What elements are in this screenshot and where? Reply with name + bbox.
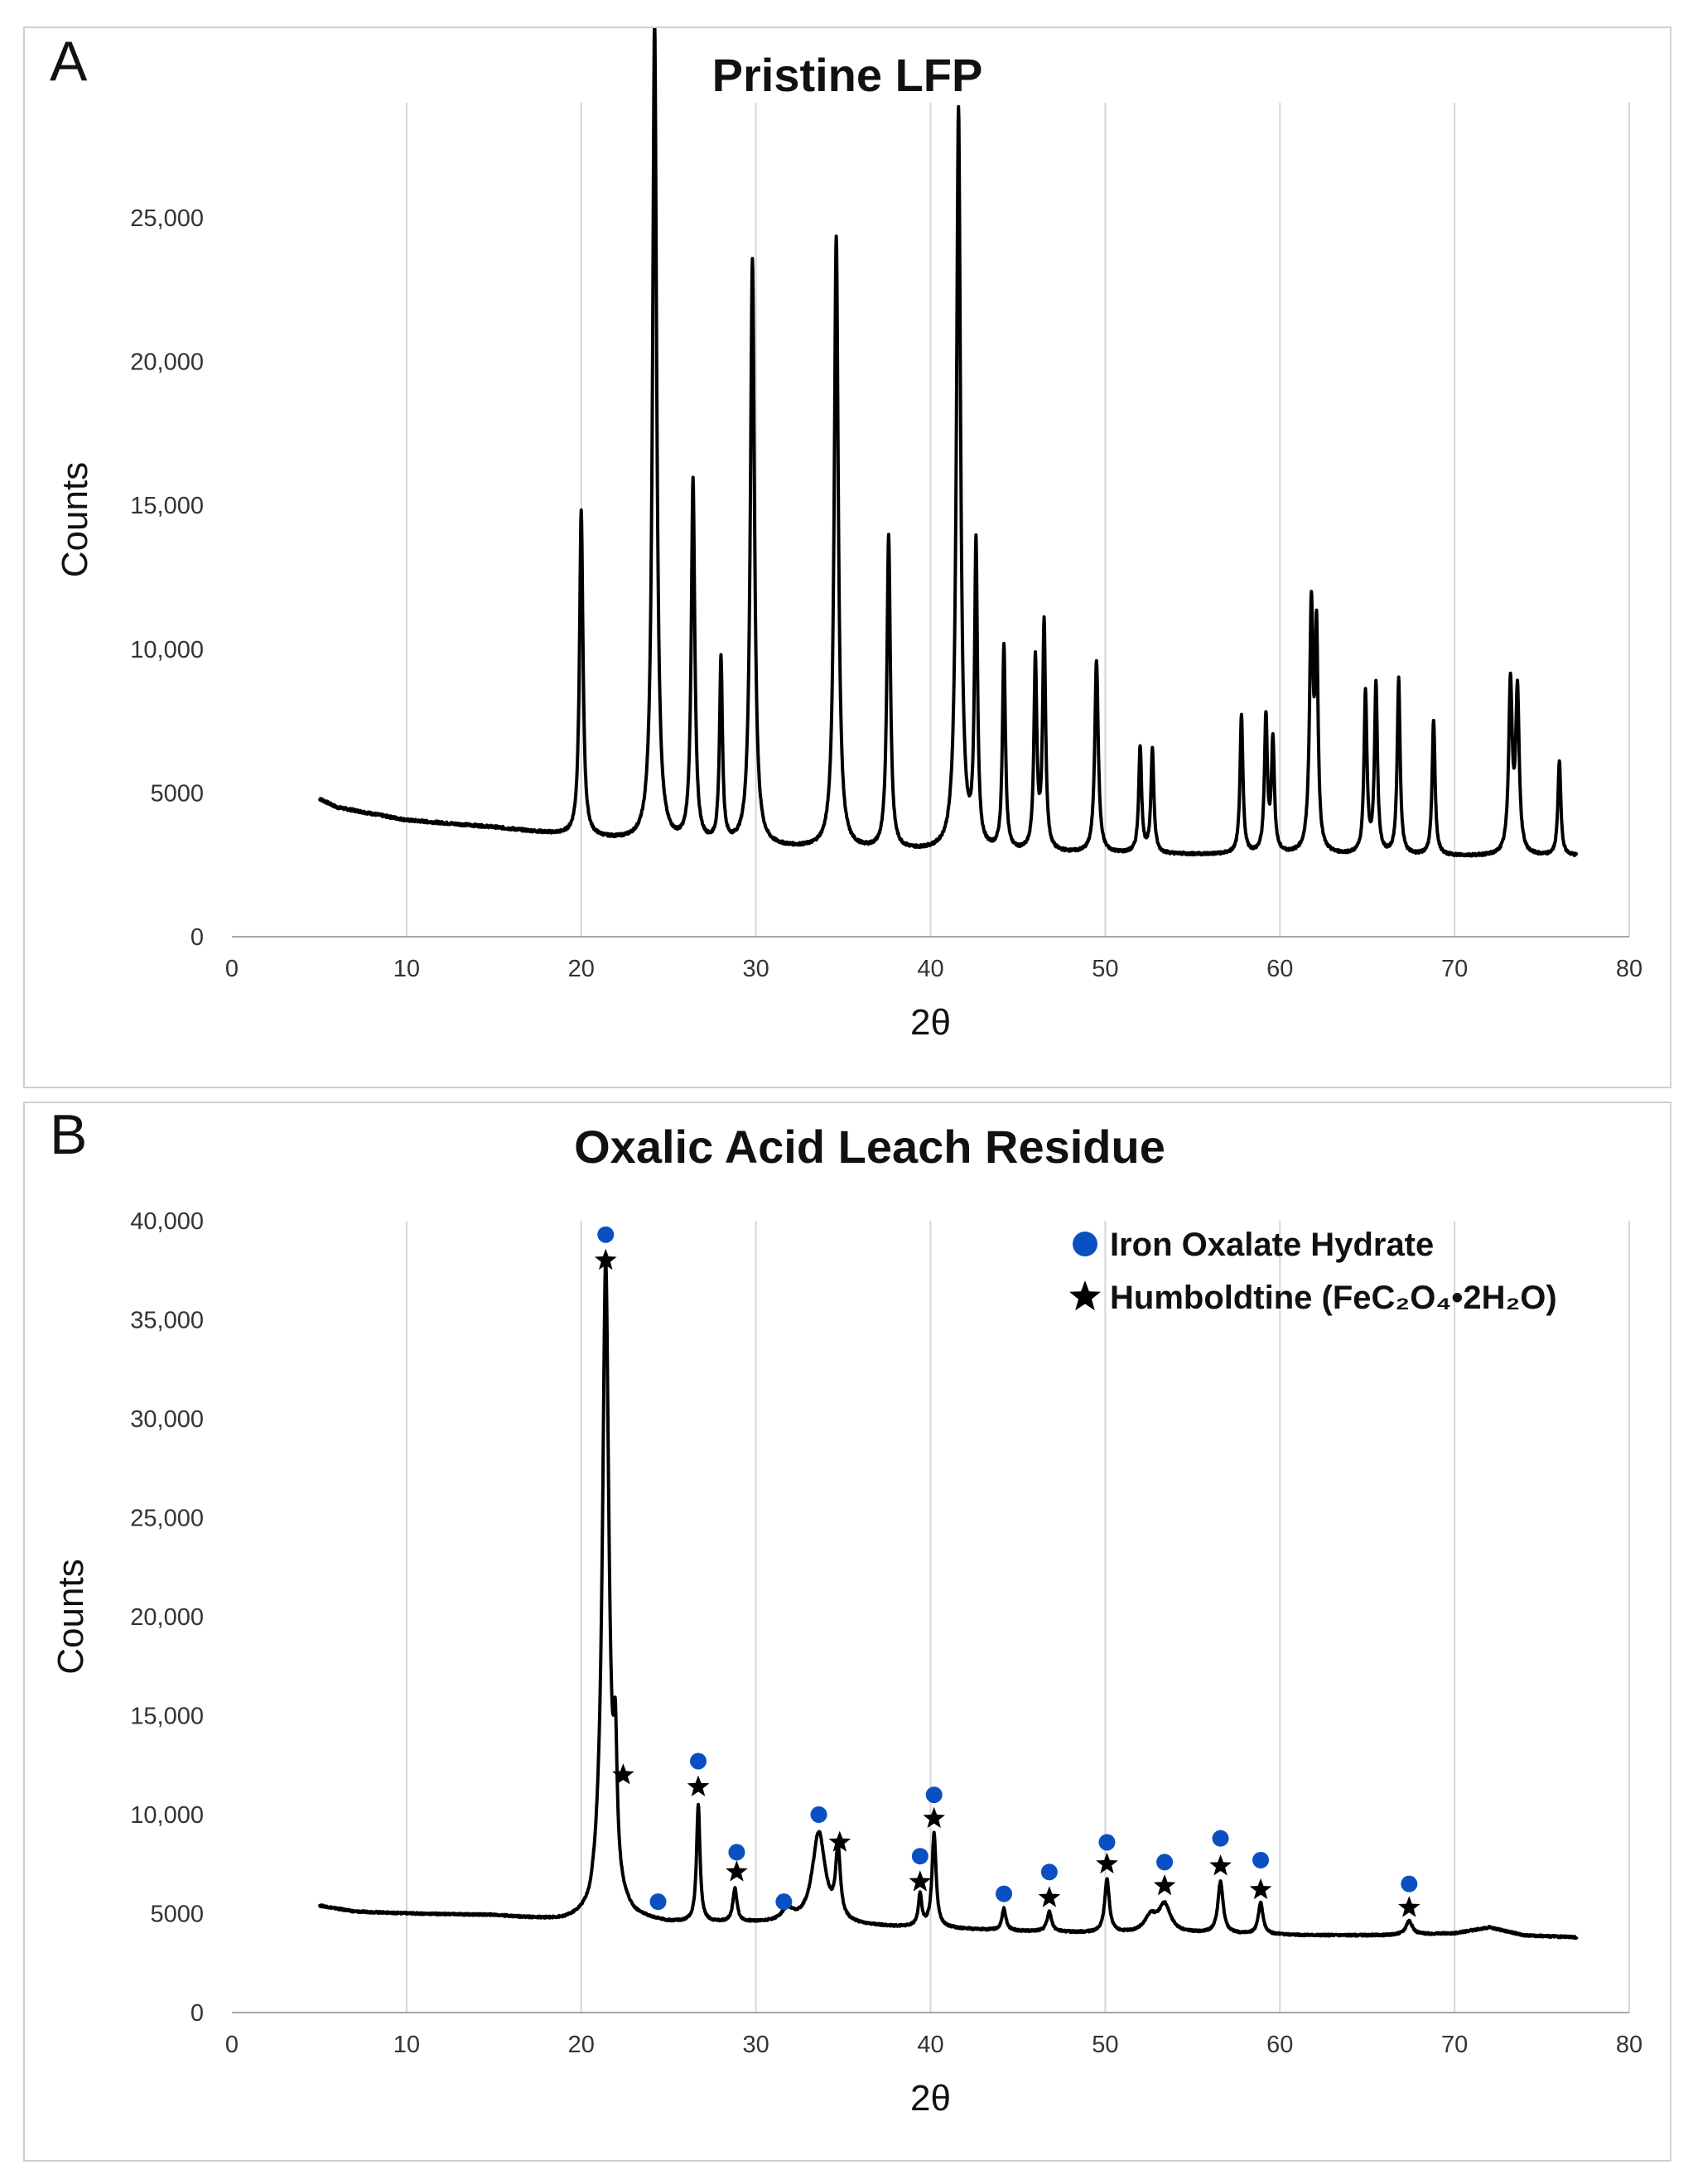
y-tick-label: 25,000 bbox=[130, 205, 204, 232]
iron-oxalate-marker bbox=[1156, 1854, 1174, 1871]
x-tick-label: 10 bbox=[393, 956, 420, 982]
iron-oxalate-marker bbox=[649, 1893, 667, 1911]
x-tick-label: 50 bbox=[1092, 956, 1118, 982]
y-tick-label: 0 bbox=[191, 2000, 204, 2027]
iron-oxalate-marker bbox=[925, 1786, 943, 1804]
x-tick-label: 80 bbox=[1616, 2032, 1642, 2058]
humboldtine-marker bbox=[1398, 1896, 1420, 1917]
panel-b: B 0 10 20 30 40 50 60 70 80 0 5000 10,000 15,000 20,0… bbox=[23, 1102, 1671, 2162]
y-tick-label: 25,000 bbox=[130, 1506, 204, 1532]
x-tick-label: 70 bbox=[1441, 956, 1468, 982]
x-tick-label: 80 bbox=[1616, 956, 1642, 982]
x-tick-label: 30 bbox=[742, 956, 769, 982]
x-tick-label: 10 bbox=[393, 2032, 420, 2058]
x-tick-label: 40 bbox=[917, 2032, 943, 2058]
panel-a: A 0 10 20 30 40 50 60 70 80 0 5000 10,000 15,000 20,0… bbox=[23, 27, 1671, 1088]
humboldtine-marker bbox=[923, 1806, 945, 1829]
y-tick-label: 10,000 bbox=[130, 1802, 204, 1829]
humboldtine-marker bbox=[909, 1870, 932, 1892]
chart-title: Oxalic Acid Leach Residue bbox=[574, 1121, 1165, 1173]
humboldtine-marker bbox=[687, 1775, 710, 1796]
humboldtine-marker bbox=[1209, 1854, 1232, 1876]
iron-oxalate-marker bbox=[996, 1885, 1013, 1902]
iron-oxalate-marker bbox=[1040, 1863, 1058, 1881]
iron-oxalate-marker bbox=[1212, 1830, 1229, 1847]
xrd-pattern-line bbox=[317, 28, 1579, 858]
humboldtine-marker bbox=[1249, 1878, 1272, 1900]
y-axis-title: Counts bbox=[55, 462, 95, 577]
y-tick-label: 35,000 bbox=[130, 1308, 204, 1334]
xrd-pattern-line bbox=[317, 1257, 1579, 1941]
x-tick-label: 0 bbox=[225, 956, 239, 982]
iron-oxalate-marker bbox=[597, 1226, 615, 1243]
humboldtine-marker bbox=[828, 1830, 851, 1852]
x-tick-label: 70 bbox=[1441, 2032, 1468, 2058]
x-tick-label: 60 bbox=[1266, 2032, 1293, 2058]
y-tick-label: 0 bbox=[191, 924, 204, 951]
chart-a: 0 10 20 30 40 50 60 70 80 0 5000 10,000 15,000 20,000… bbox=[55, 28, 1642, 1043]
iron-oxalate-marker bbox=[1098, 1834, 1116, 1851]
x-tick-label: 30 bbox=[742, 2032, 769, 2058]
chart-b: 0 10 20 30 40 50 60 70 80 0 5000 10,000 15,000 20,000… bbox=[51, 1121, 1642, 2119]
x-axis-title: 2θ bbox=[910, 1002, 951, 1043]
y-tick-label: 15,000 bbox=[130, 1704, 204, 1730]
legend-label-humboldtine: Humboldtine (FeC₂O₄•2H₂O) bbox=[1110, 1280, 1557, 1316]
iron-oxalate-marker bbox=[810, 1806, 827, 1823]
humboldtine-marker bbox=[726, 1860, 748, 1882]
iron-oxalate-marker bbox=[911, 1848, 928, 1865]
y-tick-label: 20,000 bbox=[130, 350, 204, 376]
chart-title: Pristine LFP bbox=[712, 49, 983, 101]
y-tick-label: 10,000 bbox=[130, 637, 204, 663]
y-tick-label: 5000 bbox=[150, 1902, 204, 1928]
humboldtine-marker bbox=[1038, 1886, 1061, 1907]
y-tick-label: 5000 bbox=[150, 780, 204, 807]
humboldtine-marker bbox=[612, 1763, 634, 1785]
humboldtine-marker bbox=[1096, 1852, 1118, 1874]
iron-oxalate-marker bbox=[728, 1844, 745, 1861]
y-tick-label: 40,000 bbox=[130, 1208, 204, 1235]
iron-oxalate-marker bbox=[1252, 1851, 1270, 1868]
x-tick-label: 20 bbox=[568, 2032, 595, 2058]
y-axis-title: Counts bbox=[51, 1559, 91, 1674]
panel-b-letter: B bbox=[50, 1103, 88, 1166]
legend-circle-icon bbox=[1073, 1232, 1097, 1256]
y-tick-label: 15,000 bbox=[130, 493, 204, 519]
humboldtine-marker bbox=[1153, 1874, 1176, 1896]
x-tick-label: 40 bbox=[917, 956, 943, 982]
x-tick-label: 50 bbox=[1092, 2032, 1118, 2058]
iron-oxalate-marker bbox=[690, 1753, 707, 1770]
legend-star-icon bbox=[1069, 1280, 1101, 1311]
legend-label-iron-oxalate: Iron Oxalate Hydrate bbox=[1110, 1227, 1434, 1263]
x-tick-label: 0 bbox=[225, 2032, 239, 2058]
y-tick-label: 20,000 bbox=[130, 1604, 204, 1631]
x-axis-title: 2θ bbox=[910, 2078, 951, 2119]
panel-a-letter: A bbox=[50, 30, 88, 93]
iron-oxalate-marker bbox=[1401, 1875, 1418, 1892]
x-tick-label: 20 bbox=[568, 956, 595, 982]
y-tick-label: 30,000 bbox=[130, 1406, 204, 1433]
humboldtine-marker bbox=[595, 1248, 617, 1270]
x-tick-label: 60 bbox=[1266, 956, 1293, 982]
iron-oxalate-marker bbox=[775, 1893, 793, 1911]
